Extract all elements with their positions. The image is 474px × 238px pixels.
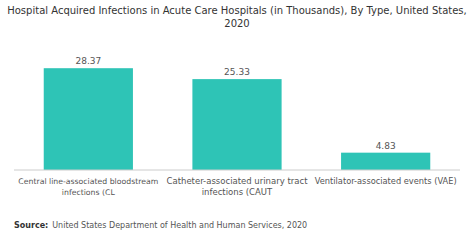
data-label: 28.37 [75, 56, 101, 66]
bars [44, 68, 431, 170]
data-label: 25.33 [224, 67, 250, 77]
x-tick-label: Catheter-associated urinary tractinfecti… [167, 176, 309, 197]
title: Hospital Acquired Infections in Acute Ca… [7, 5, 467, 16]
bar [192, 79, 281, 170]
baseline [14, 170, 460, 171]
subtitle: 2020 [224, 18, 249, 29]
bar [341, 153, 430, 170]
bar [44, 68, 133, 170]
annotation: Source: [14, 221, 48, 230]
chart: Hospital Acquired Infections in Acute Ca… [0, 0, 474, 238]
x-tick-label: Central line-associated bloodstreaminfec… [18, 177, 158, 197]
data-label: 4.83 [376, 141, 396, 151]
data-labels: 28.37 25.33 4.83 [75, 56, 395, 150]
annotation: United States Department of Health and H… [52, 221, 307, 230]
x-tick-label: Ventilator-associated events (VAE) [315, 176, 457, 186]
